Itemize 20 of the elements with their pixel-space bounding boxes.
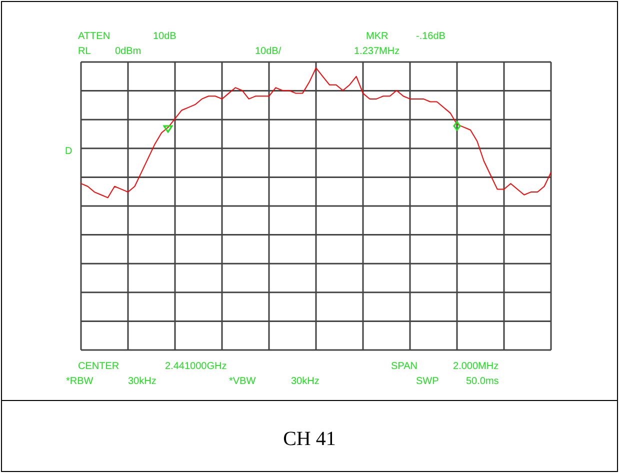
text: SPAN: [391, 361, 418, 373]
text: 30kHz: [291, 376, 320, 388]
text: 0dBm: [115, 46, 142, 58]
text: D: [65, 146, 72, 158]
text: CH 41: [282, 428, 337, 451]
text: ATTEN: [78, 31, 110, 43]
text: 10dB/: [255, 46, 282, 58]
text: MKR: [366, 31, 388, 43]
text: 50.0ms: [466, 376, 499, 388]
text: 30kHz: [128, 376, 156, 388]
text: 2.000MHz: [453, 361, 499, 373]
text: CENTER: [78, 361, 120, 373]
text: 1.237MHz: [354, 46, 400, 58]
text: *VBW: [229, 376, 256, 388]
text: 2.441000GHz: [165, 361, 227, 373]
text: SWP: [416, 376, 439, 388]
text: 10dB: [153, 31, 176, 43]
text: -.16dB: [416, 31, 446, 43]
text: *RBW: [66, 376, 94, 388]
text: RL: [78, 46, 91, 58]
